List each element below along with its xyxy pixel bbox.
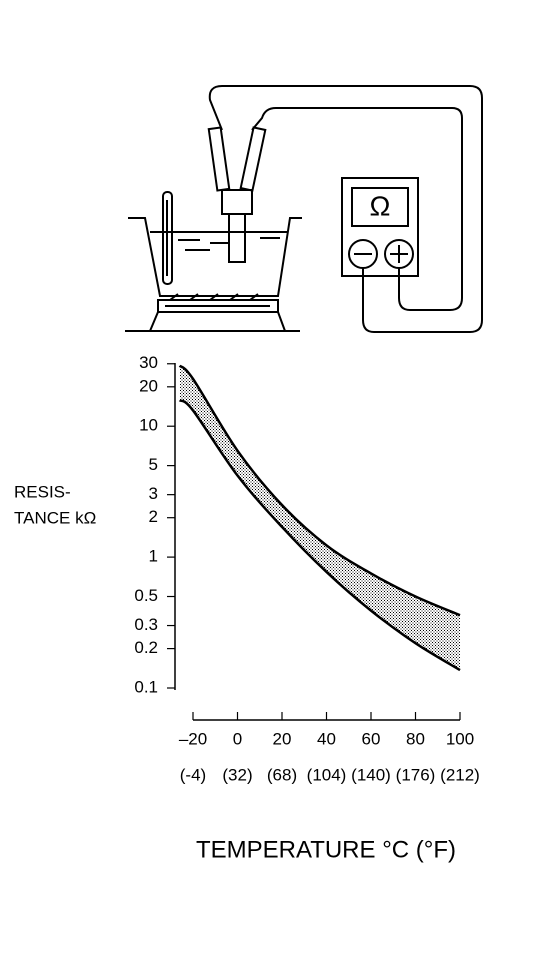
x-tick-label: 20 [273,729,292,748]
x-tick-label-fahrenheit: (176) [396,765,436,784]
y-tick-label: 0.2 [134,638,158,657]
curve [178,364,461,617]
x-tick-label: 40 [317,729,336,748]
x-tick-label-fahrenheit: (104) [307,765,347,784]
x-tick-label-fahrenheit: (212) [440,765,480,784]
y-tick-label: 5 [149,455,158,474]
x-tick-label-fahrenheit: (68) [267,765,297,784]
y-axis-label: TANCE kΩ [14,508,96,527]
x-tick-label: 60 [362,729,381,748]
test-setup-illustration: Ω [125,85,483,333]
band-fill [179,365,460,671]
x-tick-label: 100 [446,729,474,748]
x-tick-label-fahrenheit: (140) [351,765,391,784]
x-tick-label: 0 [233,729,242,748]
y-tick-label: 0.5 [134,586,158,605]
y-tick-label: 10 [139,416,158,435]
y-axis-label: RESIS- [14,482,71,501]
curve [178,399,461,672]
x-tick-label-fahrenheit: (-4) [180,765,206,784]
meter-symbol: Ω [370,190,391,221]
x-axis-label: TEMPERATURE °C (°F) [196,836,456,863]
y-tick-label: 20 [139,376,158,395]
y-tick-label: 0.1 [134,677,158,696]
y-tick-label: 0.3 [134,615,158,634]
y-tick-label: 30 [139,353,158,372]
y-tick-label: 1 [149,547,158,566]
x-tick-label: –20 [179,729,207,748]
y-tick-label: 3 [149,484,158,503]
x-tick-label: 80 [406,729,425,748]
y-tick-label: 2 [149,507,158,526]
x-tick-label-fahrenheit: (32) [222,765,252,784]
